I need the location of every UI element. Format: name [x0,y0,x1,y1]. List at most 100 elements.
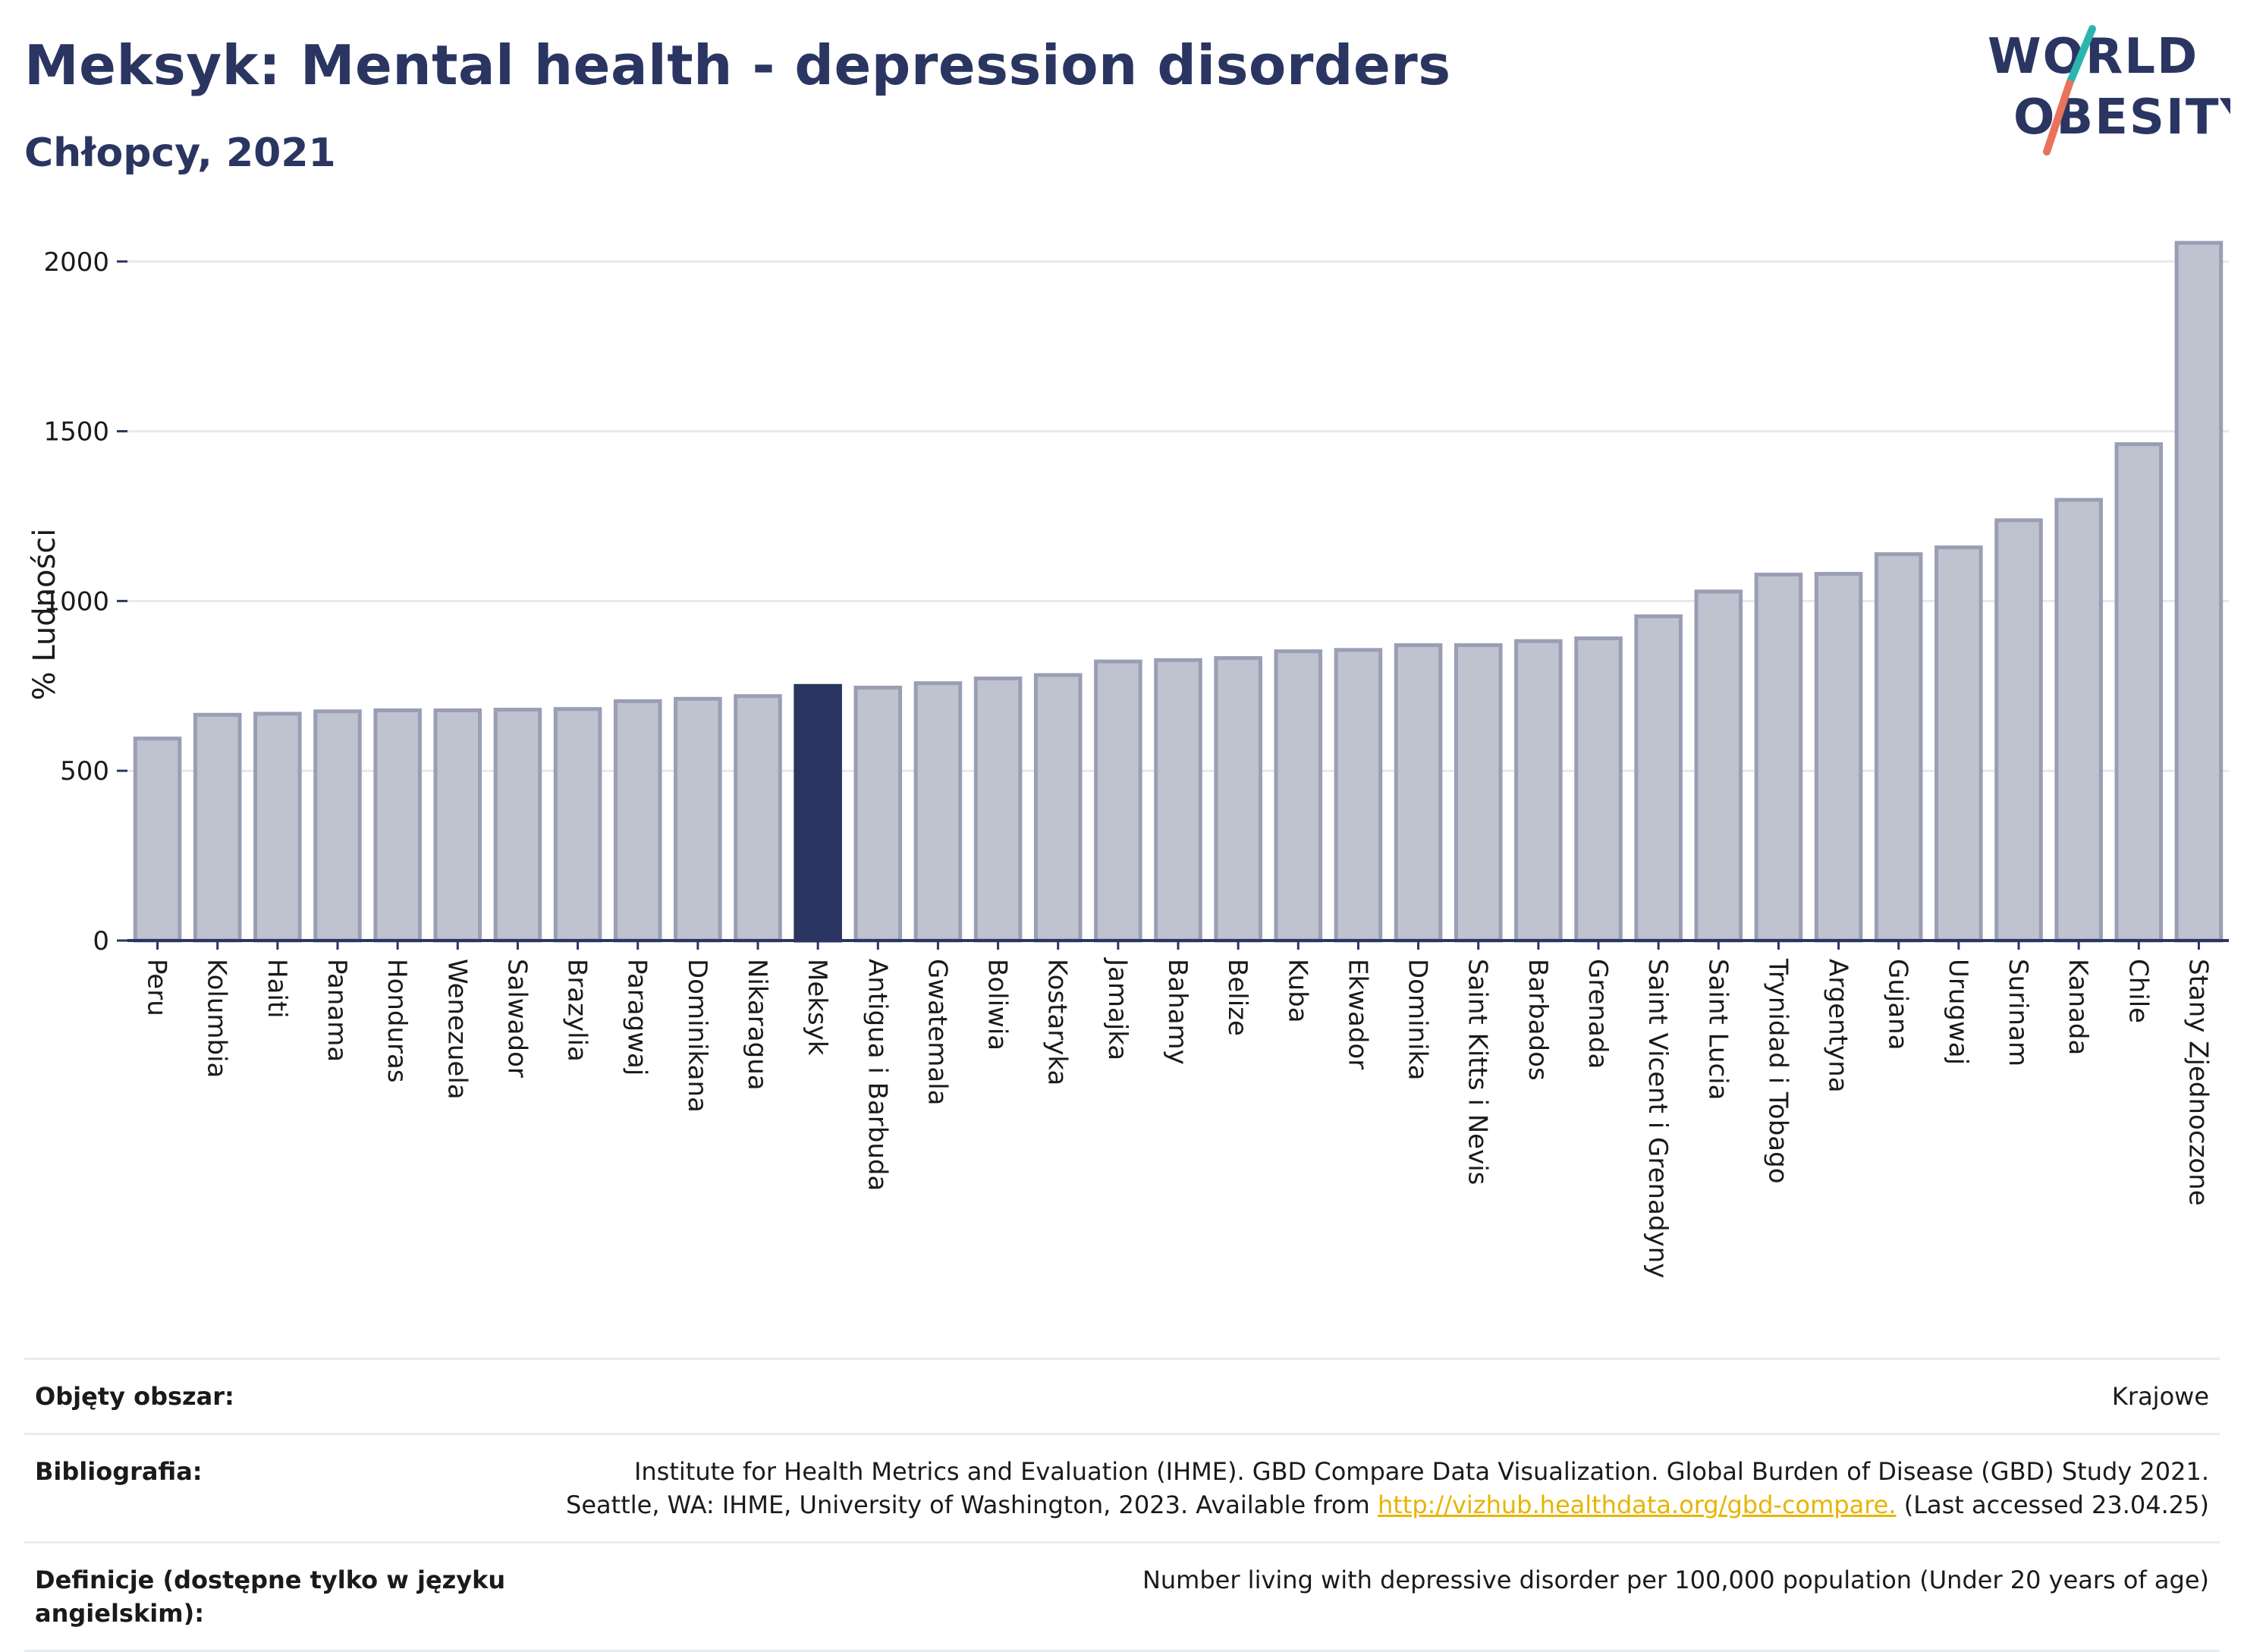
x-tick-label: Boliwia [982,959,1013,1051]
info-key-bibliography: Bibliografia: [35,1457,203,1486]
x-tick-label: Kolumbia [202,959,232,1078]
bar-grenada [1574,636,1623,943]
x-tick-label: Brazylia [562,959,592,1062]
x-tick-label: Saint Kitts i Nevis [1463,959,1493,1185]
logo-slash-coral [2043,80,2073,155]
bibliography-line1: Institute for Health Metrics and Evaluat… [633,1457,2209,1486]
bar-brazylia [553,707,602,943]
bar-jamajka [1094,659,1142,943]
bar-saint-lucia [1694,589,1743,943]
info-key-area: Objęty obszar: [35,1382,234,1411]
bar-boliwia [973,676,1023,943]
x-tick-label: Panama [322,959,352,1062]
y-tick-label: 0 [93,926,109,956]
bar-saint-kitts-i-nevis [1454,643,1503,943]
x-tick-label: Barbados [1523,959,1553,1081]
bar-kanada [2054,498,2103,943]
x-tick-label: Dominikana [682,959,712,1113]
bar-belize [1214,656,1262,943]
bar-panama [313,709,362,943]
bar-surinam [1994,518,2043,943]
x-tick-label: Nikaragua [742,959,772,1091]
y-tick-label: 1000 [43,586,109,617]
info-value-area: Krajowe [2111,1382,2209,1411]
x-tick-label: Gujana [1883,959,1913,1051]
info-row-area: Objęty obszar: Krajowe [24,1358,2220,1433]
info-table: Objęty obszar: Krajowe Bibliografia: Ins… [24,1358,2220,1652]
x-tick-label: Kanada [2063,959,2093,1055]
bar-dominikana [674,696,722,943]
bar-bahamy [1154,658,1202,943]
bar-urugwaj [1934,545,1983,943]
y-axis-label: % Ludności [27,529,62,701]
bar-gwatemala [913,681,963,943]
x-tick-label: Kuba [1282,959,1312,1023]
bar-gujana [1874,552,1923,943]
x-tick-label: Gwatemala [922,959,952,1105]
bar-ekwador [1334,648,1383,943]
bar-trynidad-i-tobago [1754,572,1803,943]
logo-line2: OBESITY [2013,90,2230,146]
page-title: Meksyk: Mental health - depression disor… [24,33,1451,97]
bibliography-line2-post: (Last accessed 23.04.25) [1896,1490,2209,1519]
bar-argentyna [1814,572,1863,943]
logo-slash-teal [2066,25,2096,87]
logo-line1: WORLD [1988,29,2198,85]
x-tick-label: Dominika [1403,959,1433,1080]
bibliography-link[interactable]: http://vizhub.healthdata.org/gbd-compare… [1377,1490,1897,1519]
bar-salwador [493,708,542,943]
x-tick-label: Saint Vicent i Grenadyny [1642,959,1673,1278]
x-tick-label: Grenada [1582,959,1613,1069]
info-key-definitions: Definicje (dostępne tylko w języku angie… [35,1566,506,1628]
bar-haiti [253,711,302,943]
bar-wenezuela [433,708,482,943]
info-row-definitions: Definicje (dostępne tylko w języku angie… [24,1541,2220,1652]
x-tick-label: Wenezuela [442,959,472,1100]
bibliography-line2: Seattle, WA: IHME, University of Washing… [566,1488,2209,1522]
x-tick-label: Surinam [2003,959,2033,1066]
x-tick-label: Trynidad i Tobago [1762,958,1793,1184]
page-subtitle: Chłopcy, 2021 [24,130,336,176]
x-tick-label: Belize [1222,959,1252,1036]
bar-chile [2114,442,2164,943]
x-tick-label: Argentyna [1823,959,1853,1093]
bar-stany-zjednoczone [2174,240,2224,943]
info-value-definitions: Number living with depressive disorder p… [1142,1566,2209,1594]
x-tick-label: Salwador [501,959,532,1078]
x-tick-label: Jamajka [1102,957,1133,1060]
bar-dominika [1394,643,1443,943]
x-tick-label: Kostaryka [1042,959,1073,1085]
bar-honduras [373,708,422,943]
bar-kolumbia [193,712,242,943]
bar-antigua-i-barbuda [853,686,903,943]
x-tick-label: Peru [142,959,172,1016]
info-value-bibliography: Institute for Health Metrics and Evaluat… [566,1455,2209,1522]
x-tick-label: Meksyk [802,959,832,1056]
x-tick-label: Chile [2123,959,2153,1023]
bar-paragwaj [613,699,662,943]
x-tick-label: Urugwaj [1943,959,1973,1065]
x-tick-label: Paragwaj [622,959,652,1076]
bar-chart: 0 500 1000 1500 2000 Peru Kolumbia Haiti Panama… [27,240,2229,1278]
category-labels: Peru Kolumbia Haiti Panama Honduras Wenezuela… [142,957,2214,1278]
x-tick-label: Haiti [262,959,292,1019]
axes: 0 500 1000 1500 2000 [43,247,2229,956]
x-tick-label: Ekwador [1342,959,1372,1069]
bars [133,240,2224,943]
bar-kuba [1274,649,1323,943]
info-row-bibliography: Bibliografia: Institute for Health Metri… [24,1433,2220,1541]
bar-saint-vicent-i-grenadyny [1634,614,1683,943]
bar-meksyk [794,683,842,943]
x-tick-label: Antigua i Barbuda [862,959,892,1191]
y-tick-label: 2000 [43,247,109,278]
bar-barbados [1514,639,1563,943]
bar-peru [133,736,182,943]
x-tick-label: Honduras [382,959,412,1083]
y-tick-label: 1500 [43,417,109,448]
bar-kostaryka [1033,673,1083,943]
bibliography-line2-pre: Seattle, WA: IHME, University of Washing… [566,1490,1378,1519]
x-tick-label: Saint Lucia [1702,959,1733,1100]
bar-nikaragua [734,694,782,943]
y-tick-label: 500 [60,756,109,787]
x-tick-label: Bahamy [1162,959,1193,1065]
